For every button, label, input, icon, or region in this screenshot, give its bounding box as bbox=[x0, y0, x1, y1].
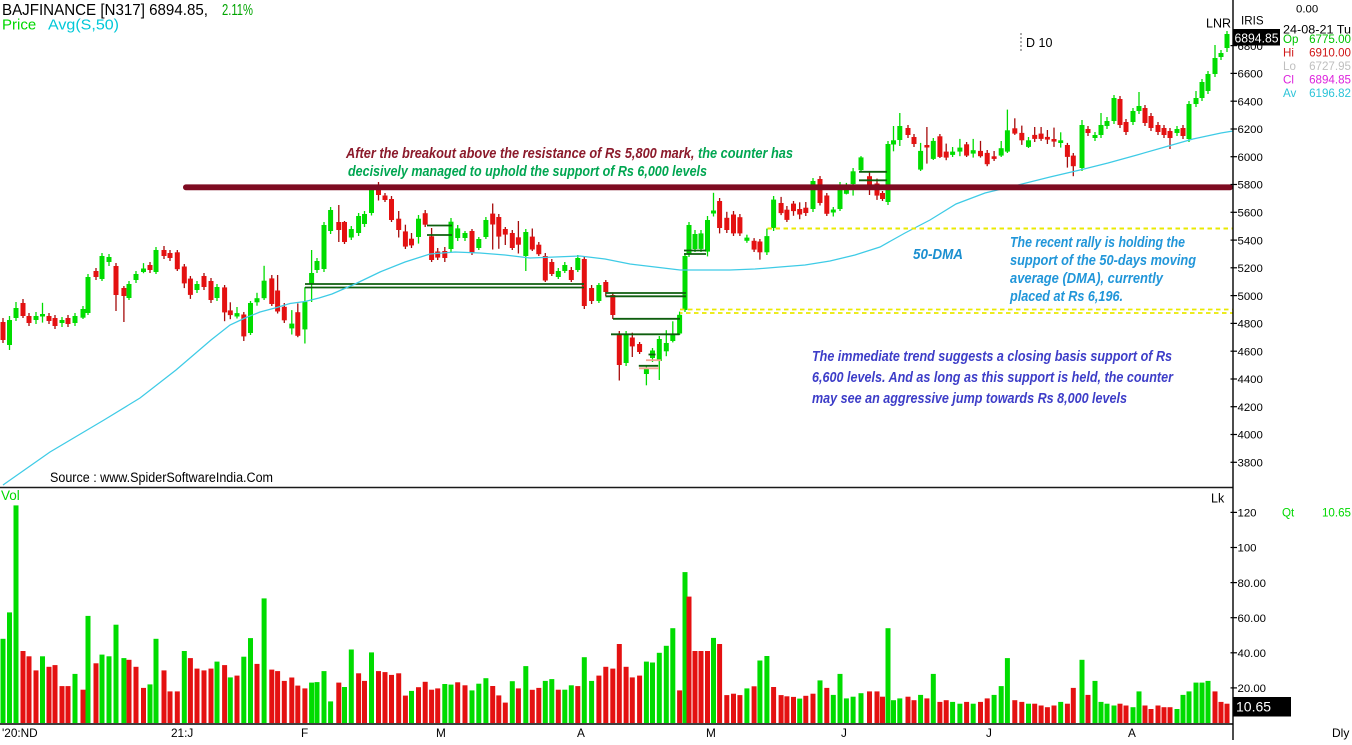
svg-text:Vol: Vol bbox=[1, 488, 20, 503]
svg-text:Lk: Lk bbox=[1211, 492, 1225, 506]
svg-text:Price: Price bbox=[2, 17, 36, 34]
svg-text:Dly: Dly bbox=[1332, 726, 1349, 740]
svg-text:4600: 4600 bbox=[1238, 346, 1263, 358]
svg-text:LNR: LNR bbox=[1206, 17, 1231, 31]
svg-text:Hi: Hi bbox=[1283, 47, 1294, 60]
svg-text:M: M bbox=[706, 726, 716, 740]
svg-text:10.65: 10.65 bbox=[1322, 507, 1351, 520]
svg-text:6,600 levels. And as long as t: 6,600 levels. And as long as this suppor… bbox=[812, 369, 1174, 386]
svg-text:5000: 5000 bbox=[1238, 291, 1263, 303]
svg-text:6894.85: 6894.85 bbox=[1309, 73, 1351, 86]
svg-text:J: J bbox=[841, 726, 847, 740]
svg-text:Cl: Cl bbox=[1283, 73, 1294, 86]
svg-text:average (DMA), currently: average (DMA), currently bbox=[1010, 270, 1164, 287]
svg-text:4200: 4200 bbox=[1238, 402, 1263, 414]
svg-text:J: J bbox=[986, 726, 992, 740]
svg-text:60.00: 60.00 bbox=[1238, 613, 1267, 625]
svg-text:5600: 5600 bbox=[1238, 208, 1263, 220]
svg-text:120: 120 bbox=[1238, 508, 1257, 520]
svg-text:Av: Av bbox=[1283, 87, 1297, 100]
svg-text:5800: 5800 bbox=[1238, 180, 1263, 192]
svg-text:24-08-21 Tu: 24-08-21 Tu bbox=[1283, 24, 1351, 37]
svg-text:BAJFINANCE [N317] 6894.85,: BAJFINANCE [N317] 6894.85, bbox=[2, 2, 208, 19]
svg-text:may see an aggressive jump tow: may see an aggressive jump towards Rs 8,… bbox=[812, 390, 1127, 407]
svg-text:M: M bbox=[436, 726, 446, 740]
svg-text:IRIS: IRIS bbox=[1241, 15, 1264, 28]
svg-text:21:J: 21:J bbox=[171, 726, 193, 740]
svg-text:'20:ND: '20:ND bbox=[2, 726, 38, 740]
svg-text:6910.00: 6910.00 bbox=[1309, 47, 1351, 60]
svg-text:4800: 4800 bbox=[1238, 319, 1263, 331]
svg-text:A: A bbox=[577, 726, 585, 740]
svg-text:3800: 3800 bbox=[1238, 458, 1263, 470]
svg-text:Source : www.SpiderSoftwareInd: Source : www.SpiderSoftwareIndia.Com bbox=[50, 470, 273, 485]
svg-text:placed at Rs 6,196.: placed at Rs 6,196. bbox=[1009, 288, 1123, 305]
svg-text:0.00: 0.00 bbox=[1296, 4, 1318, 16]
svg-text:2.11%: 2.11% bbox=[222, 2, 253, 19]
svg-text:4000: 4000 bbox=[1238, 430, 1263, 442]
svg-text:Lo: Lo bbox=[1283, 60, 1296, 73]
svg-text:The recent rally is holding th: The recent rally is holding the bbox=[1010, 234, 1185, 251]
svg-text:Avg(S,50): Avg(S,50) bbox=[48, 17, 119, 34]
svg-text:6727.95: 6727.95 bbox=[1309, 60, 1351, 73]
svg-text:6775.00: 6775.00 bbox=[1309, 33, 1351, 46]
svg-text:6894.85: 6894.85 bbox=[1235, 31, 1279, 46]
svg-text:6196.82: 6196.82 bbox=[1309, 87, 1351, 100]
svg-text:20.00: 20.00 bbox=[1238, 683, 1267, 695]
svg-text:support of the 50-days moving: support of the 50-days moving bbox=[1010, 252, 1196, 269]
svg-text:4400: 4400 bbox=[1238, 374, 1263, 386]
svg-text:80.00: 80.00 bbox=[1238, 578, 1267, 590]
svg-text:Op: Op bbox=[1283, 33, 1298, 46]
svg-text:6400: 6400 bbox=[1238, 96, 1263, 108]
svg-text:The immediate trend suggests a: The immediate trend suggests a closing b… bbox=[812, 348, 1172, 365]
svg-text:50-DMA: 50-DMA bbox=[913, 247, 963, 263]
svg-text:After the breakout above the r: After the breakout above the resistance … bbox=[345, 145, 793, 162]
svg-text:A: A bbox=[1128, 726, 1136, 740]
svg-text:6000: 6000 bbox=[1238, 152, 1263, 164]
svg-text:100: 100 bbox=[1238, 543, 1257, 555]
svg-text:F: F bbox=[301, 726, 308, 740]
svg-text:5400: 5400 bbox=[1238, 235, 1263, 247]
svg-text:6600: 6600 bbox=[1238, 69, 1263, 81]
svg-text:10.65: 10.65 bbox=[1236, 699, 1271, 715]
svg-text:D 10: D 10 bbox=[1026, 36, 1052, 50]
svg-text:decisively managed to uphold t: decisively managed to uphold the support… bbox=[348, 163, 707, 180]
svg-text:40.00: 40.00 bbox=[1238, 648, 1267, 660]
svg-text:6200: 6200 bbox=[1238, 124, 1263, 136]
svg-text:Qt: Qt bbox=[1282, 507, 1295, 520]
svg-text:5200: 5200 bbox=[1238, 263, 1263, 275]
